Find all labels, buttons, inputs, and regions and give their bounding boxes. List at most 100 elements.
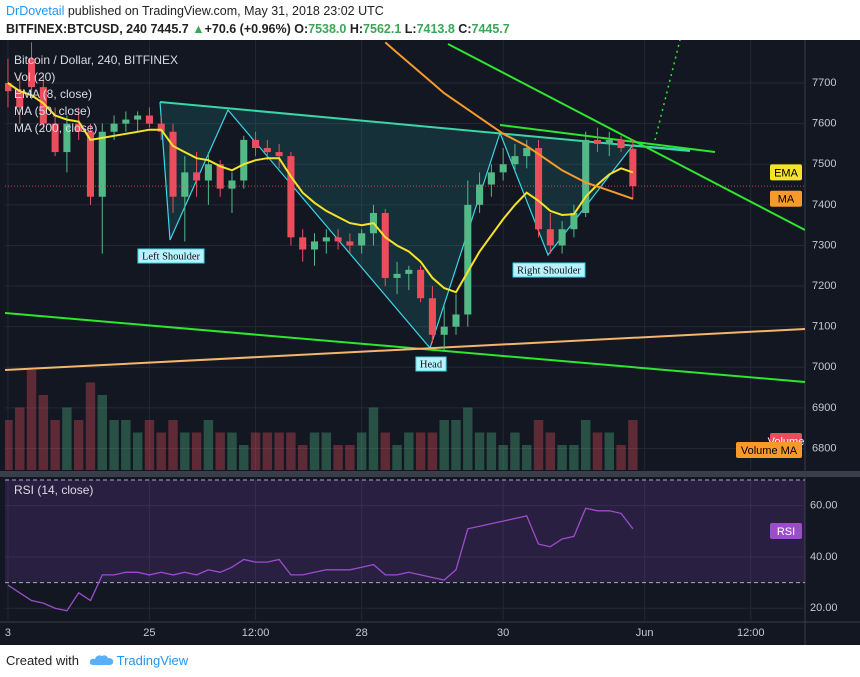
candle-body [110,123,118,132]
volume-bar [545,432,556,470]
y-tick-label: 7100 [812,321,836,333]
x-tick-label: 12:00 [242,627,270,639]
candle-body [240,139,248,181]
candle-body [86,131,95,197]
header: DrDovetail published on TradingView.com,… [6,2,510,38]
ohlc-label: O: [294,22,309,36]
candle-body [546,229,554,246]
candle-body [358,233,366,246]
candle-body [51,123,59,153]
y-tick-label: 7000 [812,361,836,373]
x-tick-label: 30 [497,627,509,639]
candle-body [39,87,47,124]
badge: EMA [774,167,799,179]
last-price: 7445.7 [150,22,189,36]
volume-bar [569,445,579,470]
volume-bar [168,420,178,470]
volume-bar [392,445,402,470]
volume-bar [250,432,261,470]
pattern-label-bg [512,262,586,278]
volume-bar [557,445,567,470]
candle-body [181,172,189,197]
ohlc-label: H: [349,22,364,36]
trend-line [5,328,805,371]
volume-bar [121,420,131,470]
rsi-band-group [5,479,805,584]
pattern-label: Left Shoulder [142,251,201,262]
neckline [159,101,691,152]
candle-body [299,237,307,250]
ohlc-label: L: [404,22,417,36]
indicator-line [7,82,634,294]
candle-body [558,229,566,246]
volume-bar [427,432,438,470]
volume-bar [156,432,166,470]
legend-entry: MA (200, close) [14,121,97,135]
volume-bar [227,432,237,470]
badge: Volume MA [741,445,798,457]
labels: 3 25 12:00 28 30 Jun 12:00 6800 6900 7000 7100 7200… [5,53,838,639]
y-tick-label: 7500 [812,158,836,170]
volume-bar [463,407,473,470]
brand[interactable]: TradingView [116,653,189,668]
trend-line [5,312,805,383]
volume-bar [522,445,532,470]
ohlc-value: 7413.8 [416,22,455,36]
volume-bar [474,432,485,470]
up-arrow: ▲ [192,22,205,36]
candle-body [287,156,295,238]
volume-bar [486,432,497,470]
pattern-label: Right Shoulder [517,265,581,276]
volume-bar [5,420,13,470]
volume-bar [580,420,591,470]
volume-bar [616,445,626,470]
volume-bar [97,395,107,470]
volume-bar [451,420,461,470]
volume-bar [262,432,273,470]
volume-bar [345,445,355,470]
ohlc-value: 7445.7 [471,22,510,36]
badge: RSI [777,526,795,538]
candle-body [252,139,260,149]
header-line: BITFINEX:BTCUSD, 240 7445.7 ▲+70.6 (+0.9… [6,20,510,38]
candle-body [605,139,613,144]
volume-group [5,370,638,470]
candle-body [381,212,389,278]
badge-bg [770,164,802,181]
x-tick-label: Jun [636,627,654,639]
candle-body [169,131,177,197]
volume-bar [215,432,225,470]
candle-body [629,148,637,187]
candle-body [346,241,354,246]
volume-bar [592,432,603,470]
legend-entry: Bitcoin / Dollar, 240, BITFINEX [14,53,178,67]
candle-body [204,164,212,181]
rsi-band [5,480,805,583]
candle-body [499,164,507,173]
badge: MA [778,194,795,206]
badge-bg [770,190,802,207]
candle-body [464,204,472,315]
volume-bar [368,407,379,470]
volume-bar [203,420,214,470]
logo [89,655,113,665]
volume-bar [274,432,284,470]
candle-body [5,83,12,92]
volume-bar [144,420,155,470]
volume-bar [356,432,367,470]
volume-bar [297,445,308,470]
y-tick-label: 60.00 [810,500,838,512]
volume-bar [286,432,296,470]
price-group [5,41,805,352]
candle-body [193,172,201,181]
ohlc-label: C: [458,22,472,36]
candle-body [511,156,519,165]
candle-body [322,237,330,242]
legend-entry: Vol (20) [14,70,55,84]
volume-bar [533,420,544,470]
author[interactable]: DrDovetail [6,4,65,18]
volume-bar [180,432,190,470]
candle-body [452,314,460,327]
volume-bar [439,420,449,470]
